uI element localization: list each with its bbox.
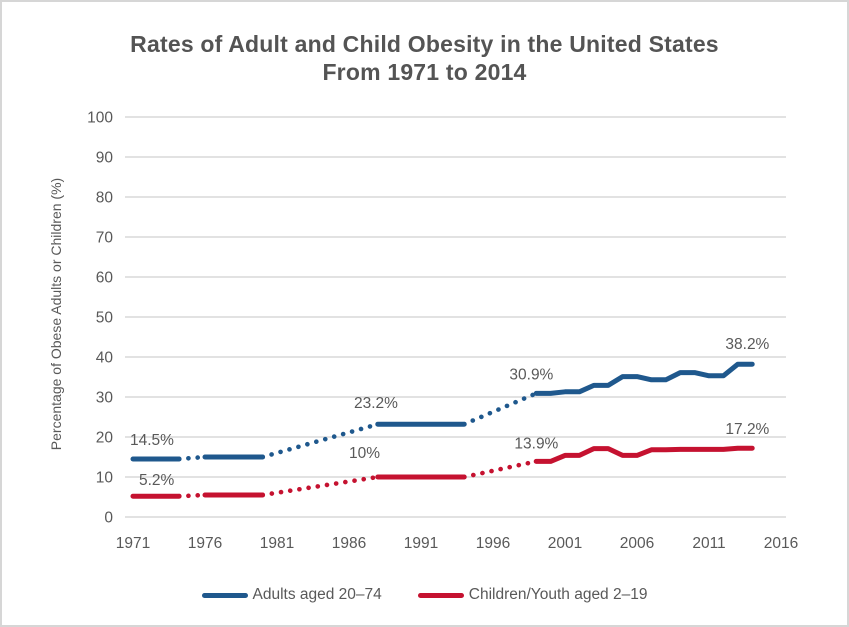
children-solid-segment-6 bbox=[533, 445, 755, 464]
data-label-145: 14.5% bbox=[130, 432, 174, 449]
chart-title-line1: Rates of Adult and Child Obesity in the … bbox=[130, 31, 719, 57]
data-label-172: 17.2% bbox=[725, 421, 769, 438]
y-tick-label-10: 10 bbox=[96, 470, 114, 487]
chart-title: Rates of Adult and Child Obesity in the … bbox=[2, 30, 847, 86]
x-tick-label-1976: 1976 bbox=[188, 535, 222, 552]
adults-solid-segment-6 bbox=[533, 361, 755, 396]
children-dotted-segment-1 bbox=[176, 492, 208, 499]
x-tick-label-2001: 2001 bbox=[548, 535, 582, 552]
x-tick-label-2016: 2016 bbox=[764, 535, 798, 552]
data-label-232: 23.2% bbox=[354, 395, 398, 412]
x-tick-label-1986: 1986 bbox=[332, 535, 366, 552]
data-label-139: 13.9% bbox=[514, 435, 558, 452]
x-tick-label-1991: 1991 bbox=[404, 535, 438, 552]
y-tick-label-0: 0 bbox=[104, 510, 113, 527]
x-tick-label-1981: 1981 bbox=[260, 535, 294, 552]
y-tick-label-30: 30 bbox=[96, 390, 114, 407]
x-tick-label-1971: 1971 bbox=[116, 535, 150, 552]
legend-item-children: Children/Youth aged 2–19 bbox=[417, 586, 648, 604]
y-tick-label-60: 60 bbox=[96, 270, 114, 287]
y-tick-label-40: 40 bbox=[96, 350, 114, 367]
data-label-382: 38.2% bbox=[725, 336, 769, 353]
data-label-10: 10% bbox=[349, 445, 380, 462]
children-legend-label: Children/Youth aged 2–19 bbox=[468, 586, 648, 603]
y-tick-label-100: 100 bbox=[87, 110, 113, 127]
children-line-swatch bbox=[417, 592, 464, 598]
y-tick-label-70: 70 bbox=[96, 230, 114, 247]
children-dotted-segment-3 bbox=[260, 474, 381, 498]
y-tick-label-80: 80 bbox=[96, 190, 114, 207]
adults-dotted-segment-3 bbox=[260, 421, 381, 460]
x-tick-label-2006: 2006 bbox=[620, 535, 654, 552]
chart-title-line2: From 1971 to 2014 bbox=[322, 59, 527, 85]
chart-plot-area: 0 10 20 30 40 50 60 70 80 90 100 1971 1976 1981 1986 19… bbox=[87, 110, 798, 553]
adults-dotted-segment-5 bbox=[461, 391, 539, 427]
x-tick-label-2011: 2011 bbox=[692, 535, 725, 552]
data-label-309: 30.9% bbox=[509, 366, 553, 383]
y-tick-label-20: 20 bbox=[96, 430, 114, 447]
children-dotted-segment-5 bbox=[461, 459, 539, 480]
x-tick-label-1996: 1996 bbox=[476, 535, 510, 552]
y-tick-label-50: 50 bbox=[96, 310, 114, 327]
adults-dotted-segment-1 bbox=[176, 454, 208, 462]
y-tick-label-90: 90 bbox=[96, 150, 114, 167]
adults-legend-label: Adults aged 20–74 bbox=[252, 586, 382, 603]
data-label-52: 5.2% bbox=[139, 472, 175, 489]
legend: Adults aged 20–74 Children/Youth aged 2–… bbox=[2, 586, 847, 604]
adults-line-swatch bbox=[201, 592, 248, 598]
legend-item-adults: Adults aged 20–74 bbox=[201, 586, 382, 604]
